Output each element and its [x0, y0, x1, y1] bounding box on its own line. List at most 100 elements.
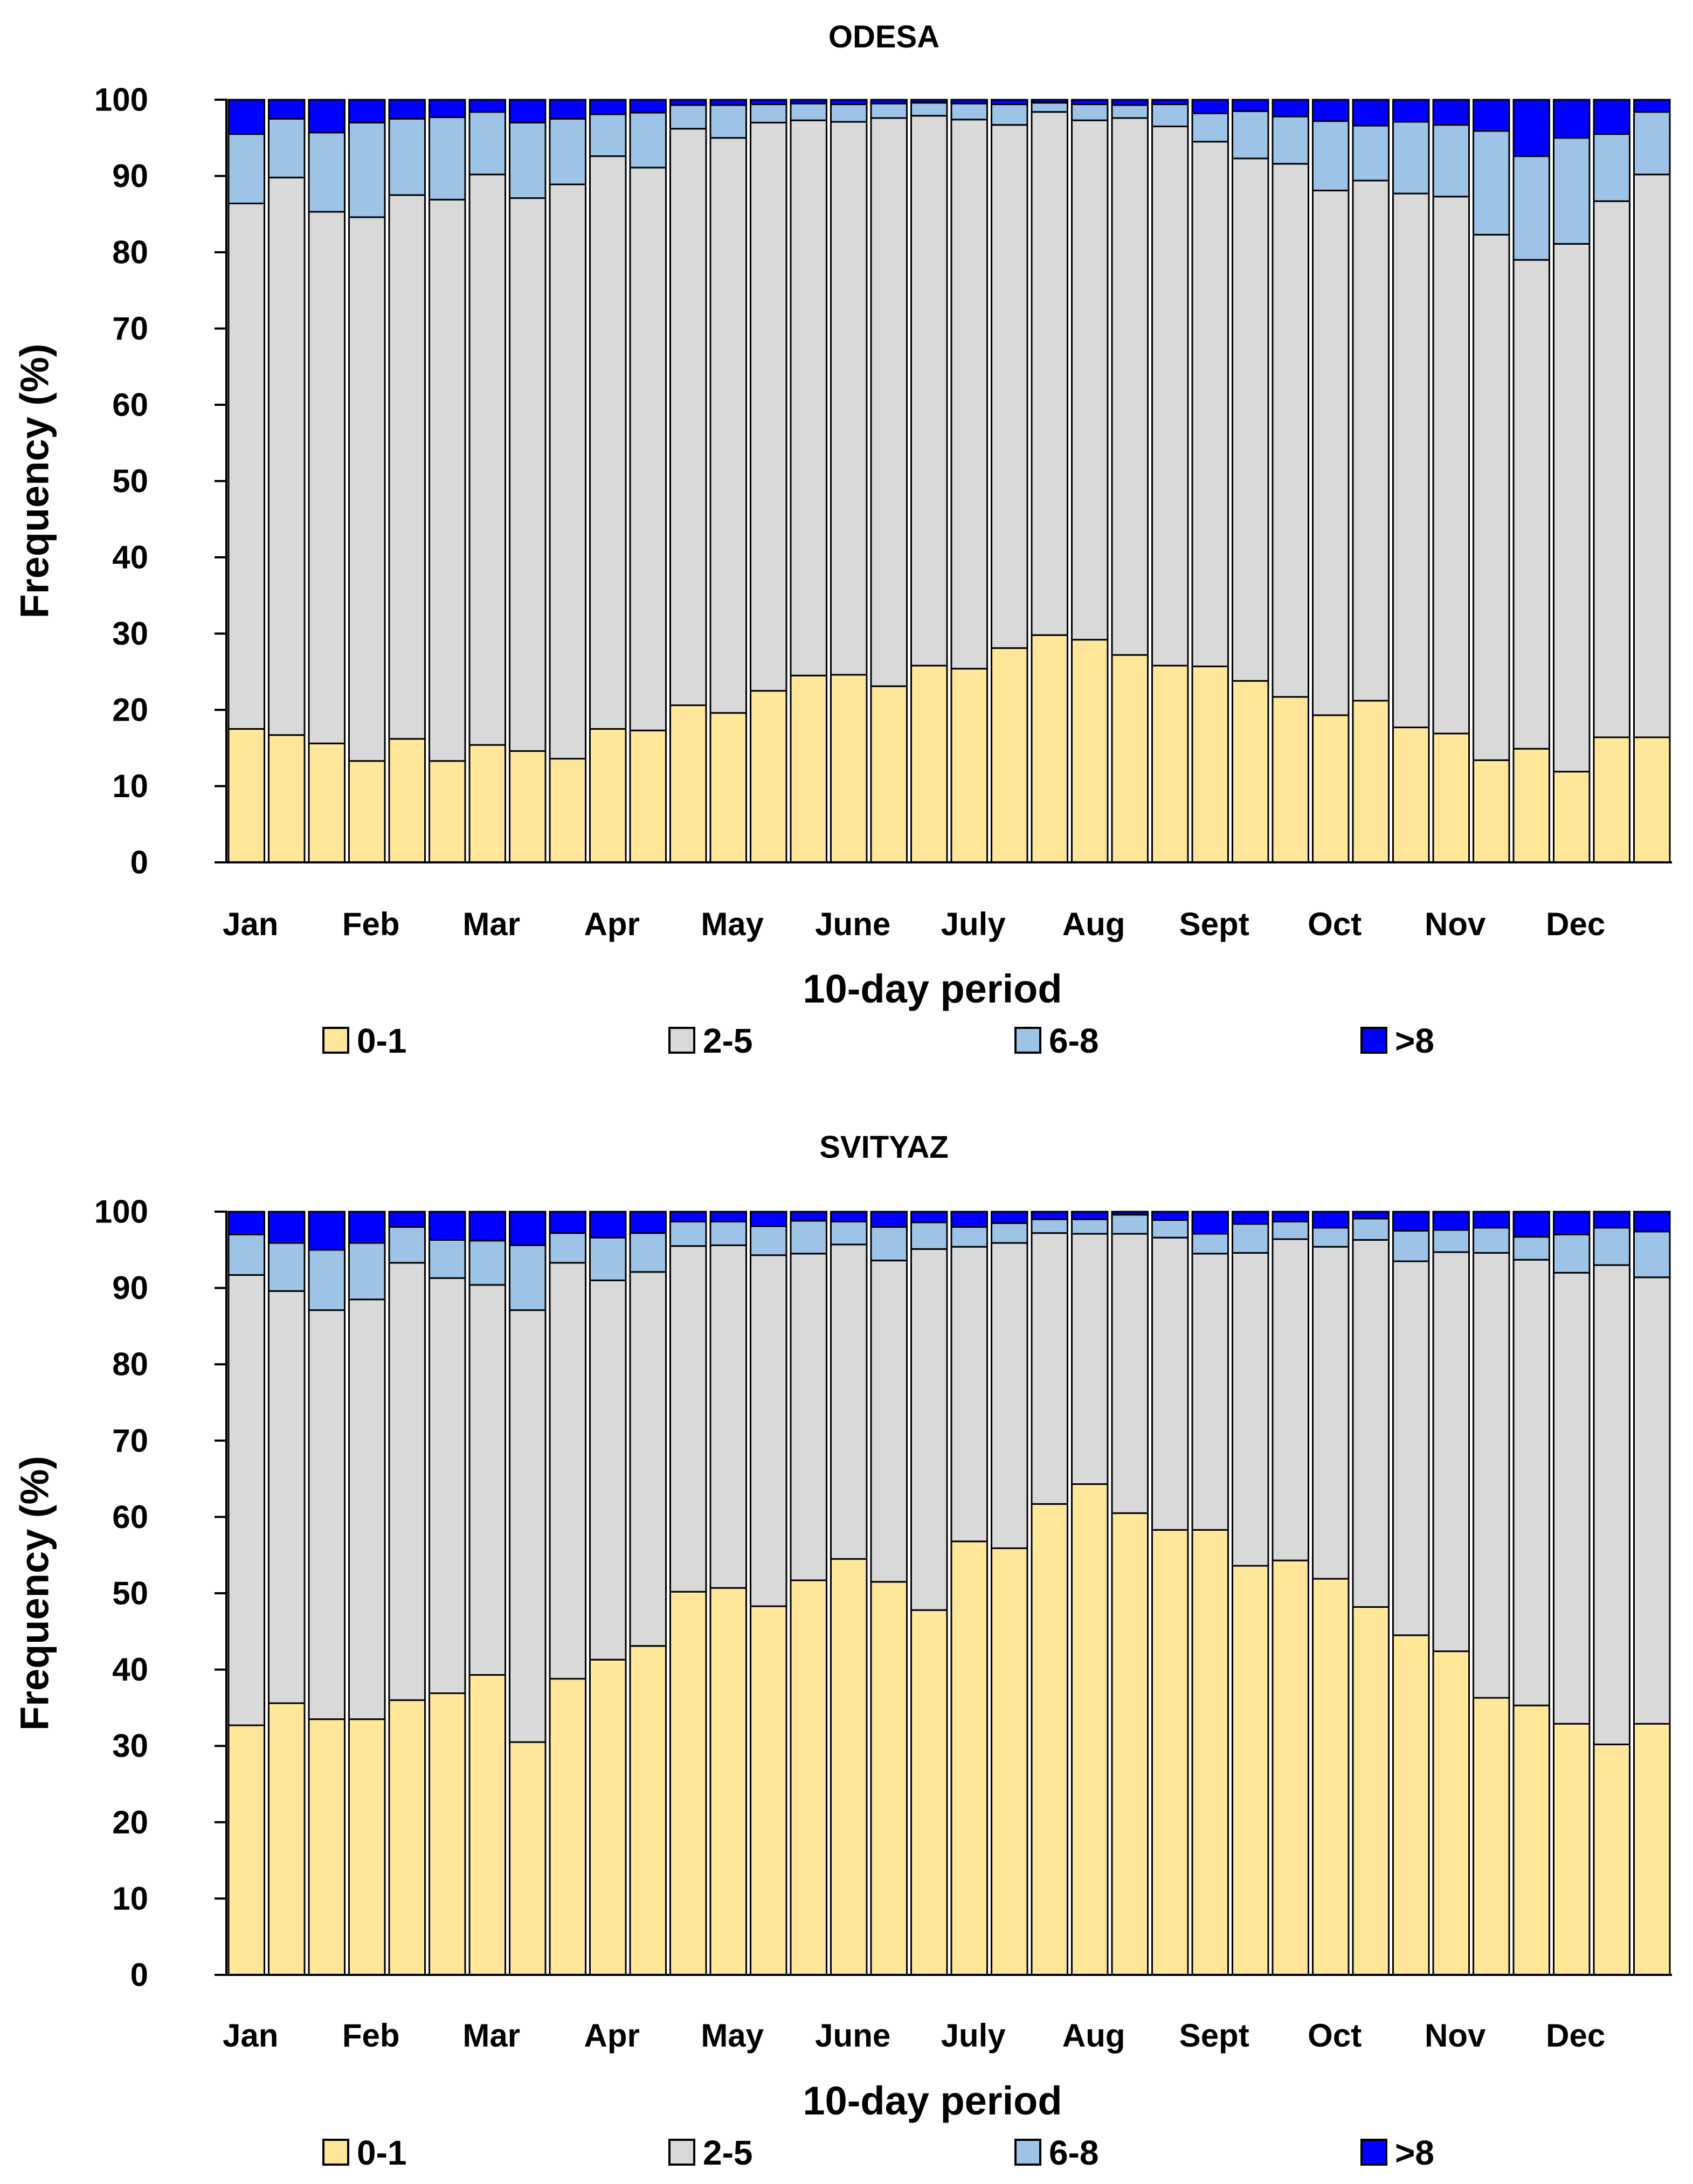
bar-segment-6-8 — [1432, 124, 1470, 198]
bar-segment-2-5 — [549, 1262, 586, 1680]
bar-segment-0-1 — [669, 704, 707, 863]
bar-segment-0-1 — [750, 1605, 787, 1976]
bar-segment-gt8 — [1553, 99, 1591, 139]
bar-segment-0-1 — [1111, 654, 1149, 863]
bar-segment-2-5 — [629, 1271, 667, 1647]
bar-segment-6-8 — [870, 102, 908, 119]
bar-segment-2-5 — [227, 1274, 265, 1726]
bar-segment-gt8 — [1031, 1211, 1068, 1220]
bar-segment-gt8 — [1071, 99, 1109, 105]
bar-segment-gt8 — [950, 1211, 988, 1228]
bar-segment-0-1 — [388, 738, 426, 863]
bar-segment-6-8 — [549, 1232, 586, 1264]
bar-segment-2-5 — [709, 1244, 747, 1589]
bar-segment-0-1 — [1432, 732, 1470, 863]
bar-segment-0-1 — [268, 1702, 306, 1976]
bar-segment-2-5 — [1352, 179, 1390, 702]
bar-segment-2-5 — [1553, 243, 1591, 773]
bar-segment-6-8 — [1392, 121, 1430, 195]
bar-segment-0-1 — [308, 1718, 345, 1976]
legend-swatch-6-8 — [1014, 1027, 1041, 1054]
bar-segment-0-1 — [1232, 680, 1269, 863]
bar-segment-gt8 — [1232, 99, 1269, 112]
legend-swatch-0-1 — [322, 2139, 349, 2166]
bar-segment-6-8 — [991, 103, 1028, 126]
bar-segment-6-8 — [1312, 1227, 1350, 1248]
y-tick-label: 10 — [112, 768, 148, 804]
bar-segment-0-1 — [1352, 700, 1390, 863]
bar-segment-0-1 — [1272, 696, 1309, 863]
bar-segment-6-8 — [629, 112, 667, 169]
bar-segment-0-1 — [549, 758, 586, 863]
y-axis-title: Frequency (%) — [12, 1456, 57, 1731]
bar-segment-gt8 — [468, 1211, 506, 1242]
bar-segment-gt8 — [1593, 99, 1630, 135]
bar-segment-gt8 — [1191, 99, 1229, 114]
bar-segment-6-8 — [1553, 1233, 1591, 1274]
bar-segment-2-5 — [1473, 1252, 1510, 1699]
bar-segment-gt8 — [1392, 1211, 1430, 1232]
bar-segment-0-1 — [709, 712, 747, 863]
bar-segment-0-1 — [1191, 1529, 1229, 1976]
bar-segment-gt8 — [589, 1211, 627, 1239]
bar-segment-2-5 — [388, 1262, 426, 1701]
bar-segment-2-5 — [1553, 1271, 1591, 1725]
bar-segment-2-5 — [1432, 196, 1470, 735]
bar-segment-6-8 — [1191, 112, 1229, 143]
y-tick-label: 50 — [112, 1575, 148, 1612]
bar-segment-2-5 — [468, 1284, 506, 1676]
x-tick-label: Nov — [1425, 906, 1486, 942]
legend-label: >8 — [1395, 2133, 1434, 2172]
bar-segment-0-1 — [1553, 771, 1591, 863]
bar-segment-6-8 — [268, 1242, 306, 1292]
bar-segment-0-1 — [950, 1540, 988, 1976]
bar-segment-6-8 — [750, 1225, 787, 1256]
bar-segment-0-1 — [348, 1718, 386, 1976]
bar-segment-gt8 — [709, 1211, 747, 1222]
bar-segment-2-5 — [1031, 111, 1068, 636]
bar-segment-0-1 — [308, 742, 345, 863]
x-axis-title: 10-day period — [803, 2078, 1062, 2123]
bar-segment-6-8 — [1512, 1236, 1550, 1261]
bar-segment-2-5 — [1392, 192, 1430, 729]
bar-segment-2-5 — [1593, 200, 1630, 738]
bar-segment-6-8 — [388, 1226, 426, 1264]
x-tick-label: Apr — [584, 2017, 640, 2054]
bar-segment-2-5 — [1071, 119, 1109, 641]
bar-segment-6-8 — [1191, 1233, 1229, 1255]
x-tick-label: Feb — [342, 906, 400, 942]
bar-segment-0-1 — [991, 1547, 1028, 1976]
x-tick-label: Sept — [1179, 906, 1249, 942]
bar-segment-gt8 — [549, 99, 586, 120]
bar-segment-0-1 — [509, 1741, 547, 1976]
bar-segment-0-1 — [1633, 1723, 1671, 1976]
x-tick-label: Apr — [584, 906, 640, 942]
bar-segment-2-5 — [991, 1242, 1028, 1549]
bar-segment-gt8 — [1593, 1211, 1630, 1229]
bar-segment-2-5 — [1633, 174, 1671, 738]
bar-segment-gt8 — [1512, 1211, 1550, 1238]
bar-segment-gt8 — [308, 99, 345, 134]
bar-segment-gt8 — [790, 1211, 827, 1222]
bar-segment-6-8 — [709, 104, 747, 139]
bar-segment-0-1 — [1392, 1634, 1430, 1976]
x-tick-label: June — [815, 906, 890, 942]
bar-segment-6-8 — [468, 1240, 506, 1286]
bar-segment-2-5 — [790, 1253, 827, 1581]
bar-segment-2-5 — [1352, 1239, 1390, 1608]
bar-segment-0-1 — [1593, 736, 1630, 863]
bar-segment-2-5 — [1071, 1233, 1109, 1485]
bar-segment-6-8 — [509, 121, 547, 199]
legend-label: >8 — [1395, 1021, 1434, 1060]
bar-segment-6-8 — [1232, 110, 1269, 160]
x-tick-label: May — [701, 906, 764, 942]
bar-segment-0-1 — [1473, 1697, 1510, 1976]
bar-segment-6-8 — [709, 1220, 747, 1246]
bar-segment-6-8 — [750, 103, 787, 123]
bar-segment-0-1 — [750, 690, 787, 863]
x-tick-label: Sept — [1179, 2017, 1249, 2054]
bar-segment-2-5 — [1512, 1259, 1550, 1706]
bar-segment-6-8 — [348, 121, 386, 218]
bar-segment-gt8 — [1473, 99, 1510, 132]
bar-segment-0-1 — [830, 674, 868, 863]
